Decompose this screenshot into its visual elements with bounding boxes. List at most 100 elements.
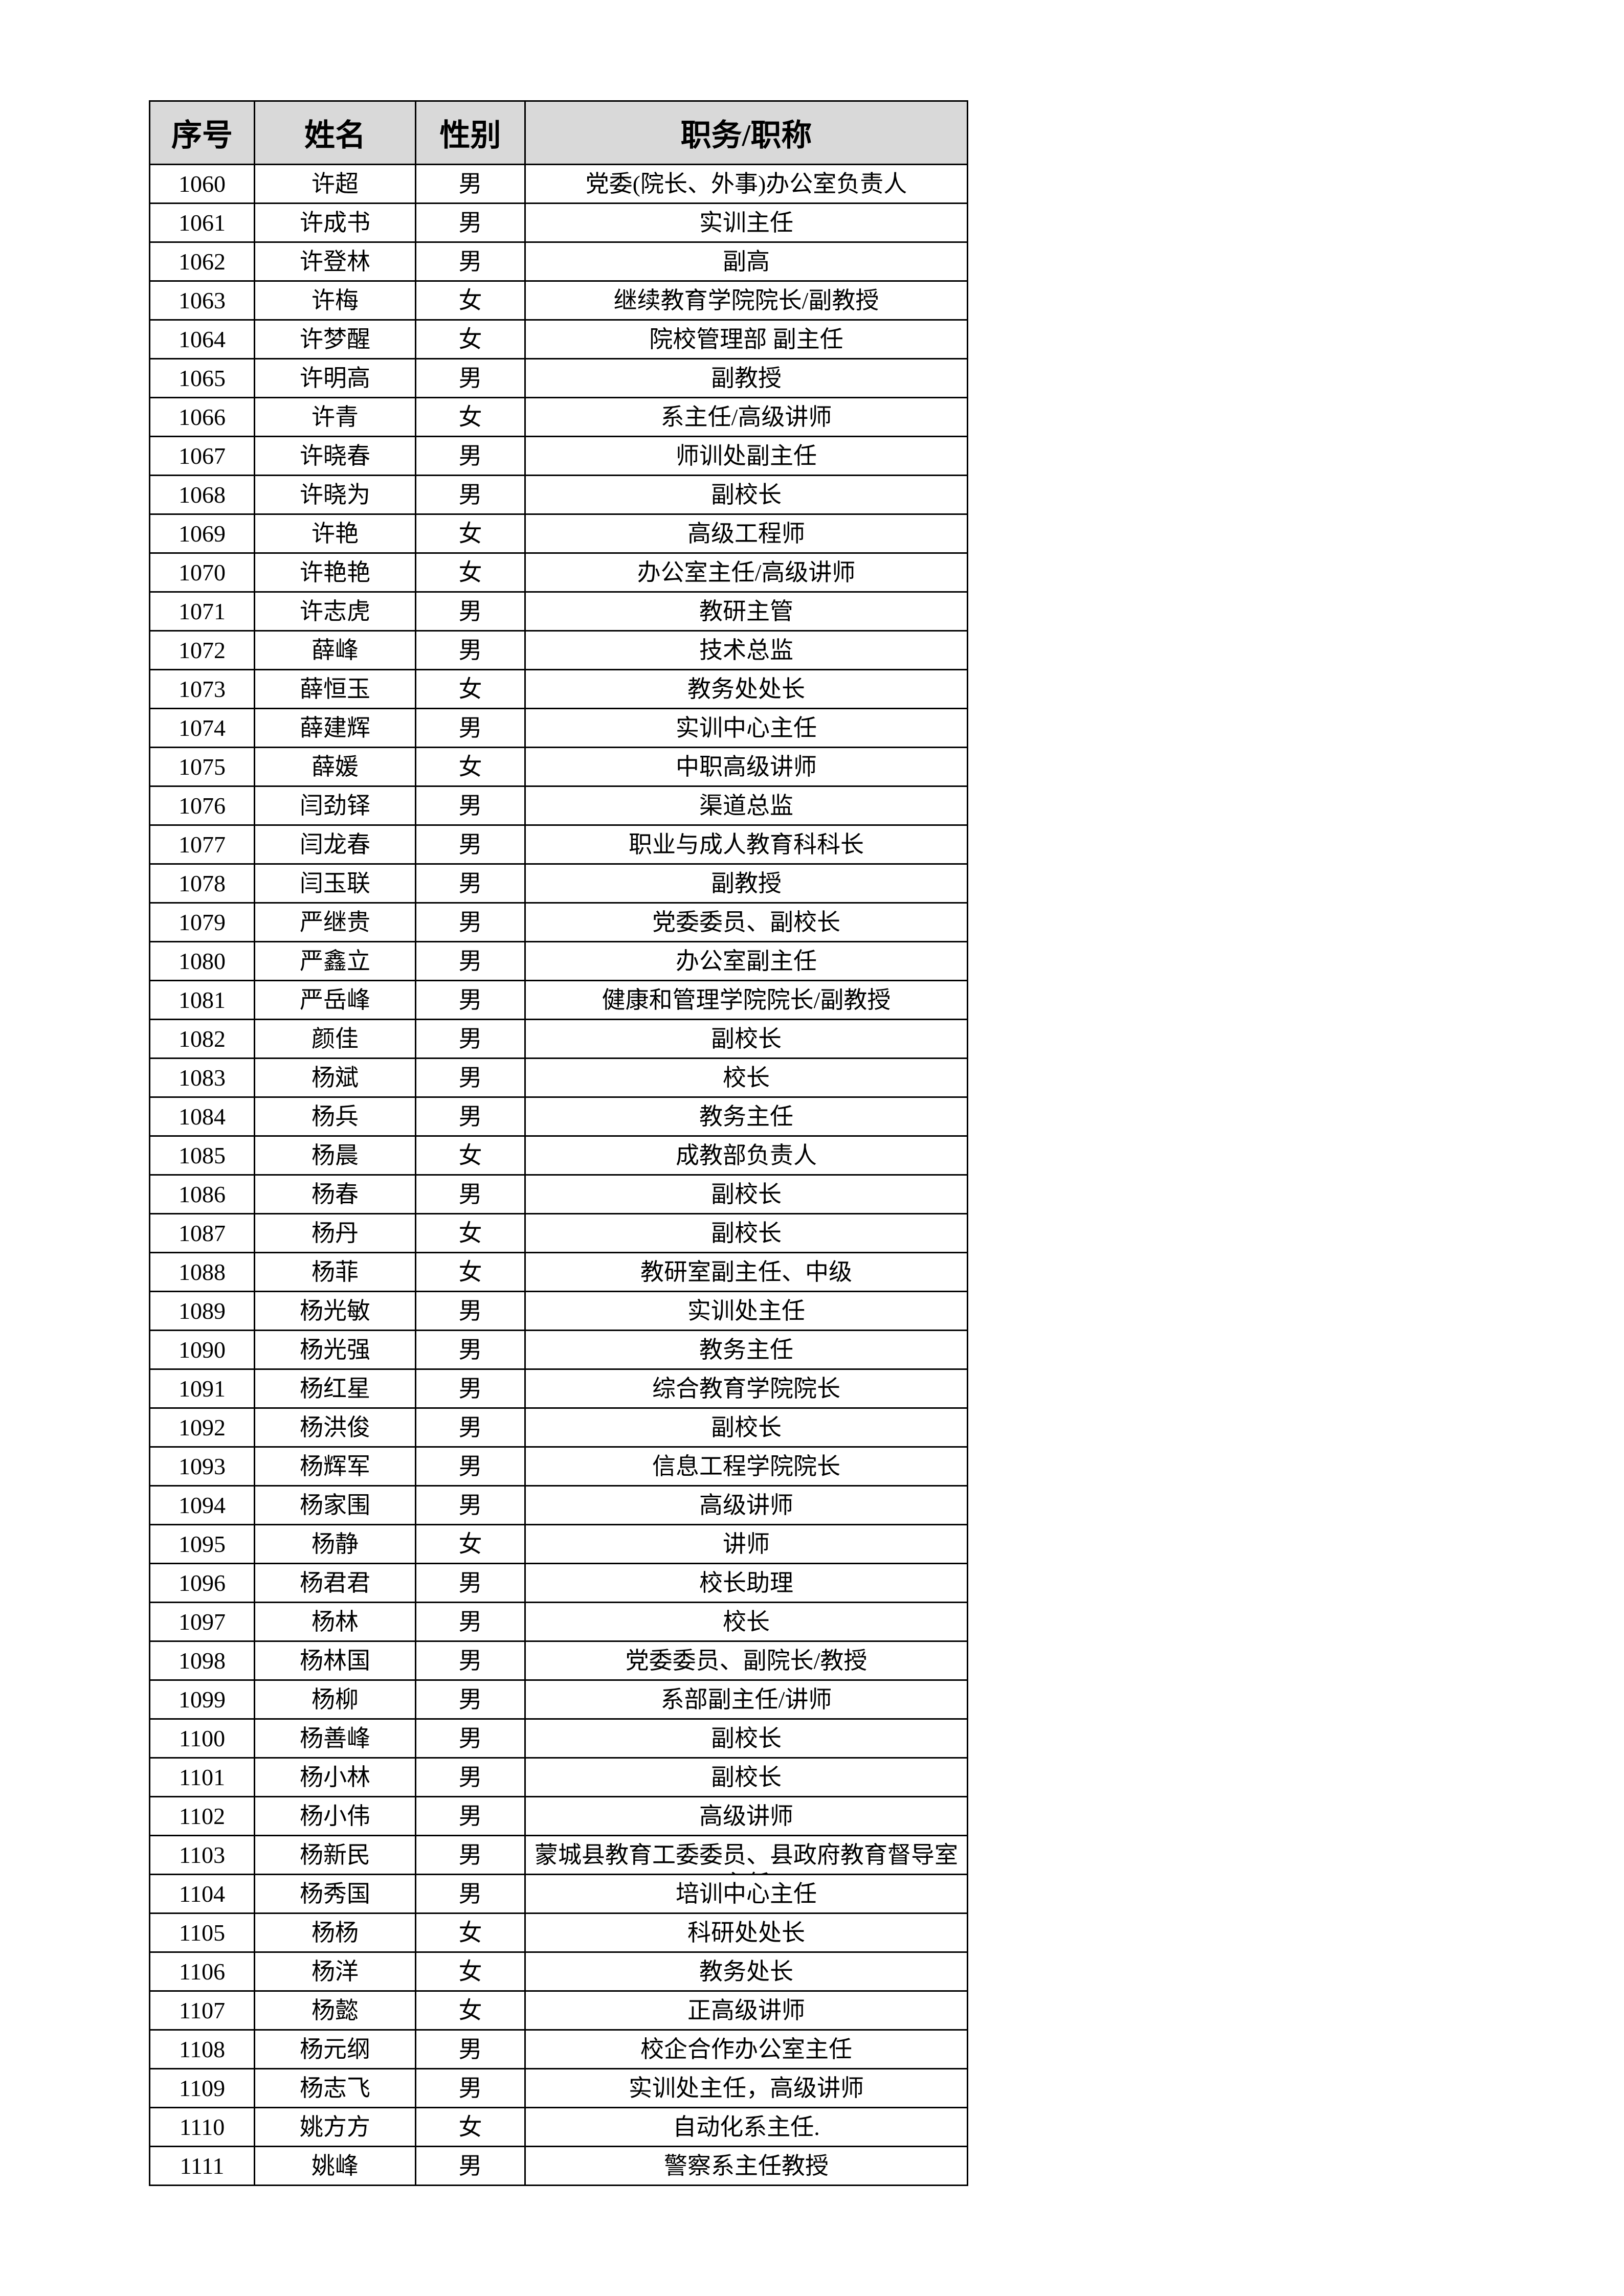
table-cell: 薛建辉 — [254, 708, 416, 748]
table-cell: 1070 — [149, 552, 255, 593]
cell-text: 1093 — [179, 1453, 226, 1479]
table-cell: 杨光敏 — [254, 1291, 416, 1331]
cell-text: 正高级讲师 — [687, 1997, 805, 2023]
table-cell: 1099 — [149, 1679, 255, 1720]
cell-text: 杨懿 — [312, 1997, 359, 2023]
cell-text: 杨洪俊 — [300, 1414, 370, 1440]
table-row: 1074 薛建辉 男 实训中心主任 — [149, 708, 968, 748]
header-cell: 性别 — [415, 100, 526, 165]
cell-text: 严继贵 — [300, 909, 370, 935]
cell-text: 女 — [458, 404, 482, 430]
cell-text: 男 — [458, 1686, 482, 1713]
cell-text: 男 — [458, 793, 482, 819]
cell-text: 杨君君 — [300, 1570, 370, 1596]
table-cell: 杨丹 — [254, 1213, 416, 1253]
table-cell: 综合教育学院院长 — [524, 1368, 968, 1409]
table-row: 1103 杨新民 男 蒙城县教育工委委员、县政府教育督导室主任 — [149, 1835, 968, 1875]
table-cell: 男 — [415, 1874, 526, 1914]
cell-text: 女 — [458, 1997, 482, 2023]
table-cell: 1079 — [149, 902, 255, 942]
table-row: 1102 杨小伟 男 高级讲师 — [149, 1796, 968, 1836]
cell-text: 许超 — [312, 171, 359, 197]
table-cell: 办公室主任/高级讲师 — [524, 552, 968, 593]
cell-text: 男 — [458, 909, 482, 935]
cell-text: 1098 — [179, 1648, 226, 1674]
table-cell: 1097 — [149, 1602, 255, 1642]
table-row: 1085 杨晨 女 成教部负责人 — [149, 1135, 968, 1176]
table-cell: 女 — [415, 319, 526, 359]
cell-text: 实训中心主任 — [676, 715, 817, 741]
table-row: 1087 杨丹 女 副校长 — [149, 1213, 968, 1253]
table-cell: 1072 — [149, 630, 255, 670]
cell-text: 杨林 — [312, 1609, 359, 1635]
table-cell: 许成书 — [254, 202, 416, 243]
table-cell: 男 — [415, 1291, 526, 1331]
table-cell: 1104 — [149, 1874, 255, 1914]
table-row: 1090 杨光强 男 教务主任 — [149, 1330, 968, 1370]
table-cell: 杨静 — [254, 1524, 416, 1564]
table-row: 1065 许明高 男 副教授 — [149, 358, 968, 398]
table-cell: 高级讲师 — [524, 1485, 968, 1525]
cell-text: 1063 — [179, 287, 226, 313]
table-cell: 男 — [415, 2146, 526, 2186]
table-cell: 1100 — [149, 1718, 255, 1759]
cell-text: 副教授 — [711, 870, 782, 896]
cell-text: 1090 — [179, 1337, 226, 1363]
table-cell: 信息工程学院院长 — [524, 1446, 968, 1487]
table-row: 1061 许成书 男 实训主任 — [149, 202, 968, 243]
table-cell: 1063 — [149, 280, 255, 321]
table-cell: 杨红星 — [254, 1368, 416, 1409]
table-cell: 男 — [415, 863, 526, 904]
table-row: 1067 许晓春 男 师训处副主任 — [149, 436, 968, 476]
table-cell: 男 — [415, 202, 526, 243]
cell-text: 杨元纲 — [300, 2036, 370, 2062]
table-cell: 男 — [415, 1446, 526, 1487]
cell-text: 杨晨 — [312, 1142, 359, 1168]
table-cell: 薛恒玉 — [254, 669, 416, 709]
table-row: 1066 许青 女 系主任/高级讲师 — [149, 397, 968, 437]
table-cell: 1071 — [149, 591, 255, 632]
table-cell: 1084 — [149, 1096, 255, 1137]
table-cell: 杨杨 — [254, 1912, 416, 1953]
cell-text: 1070 — [179, 559, 226, 586]
table-cell: 1107 — [149, 1990, 255, 2031]
table-cell: 男 — [415, 1057, 526, 1098]
cell-text: 信息工程学院院长 — [652, 1453, 840, 1479]
cell-text: 许明高 — [300, 365, 370, 391]
cell-text: 男 — [458, 1570, 482, 1596]
cell-text: 办公室副主任 — [676, 948, 817, 974]
table-cell: 男 — [415, 980, 526, 1020]
table-cell: 1086 — [149, 1174, 255, 1214]
table-cell: 男 — [415, 241, 526, 282]
cell-text: 1081 — [179, 987, 226, 1013]
table-cell: 1111 — [149, 2146, 255, 2186]
cell-text: 综合教育学院院长 — [652, 1376, 840, 1402]
table-cell: 姚峰 — [254, 2146, 416, 2186]
table-cell: 闫劲铎 — [254, 785, 416, 826]
table-cell: 1074 — [149, 708, 255, 748]
table-cell: 实训处主任，高级讲师 — [524, 2068, 968, 2108]
table-cell: 男 — [415, 941, 526, 981]
table-cell: 杨新民 — [254, 1835, 416, 1875]
table-cell: 许晓春 — [254, 436, 416, 476]
cell-text: 校长助理 — [699, 1570, 793, 1596]
table-cell: 1095 — [149, 1524, 255, 1564]
cell-text: 办公室主任/高级讲师 — [637, 559, 856, 586]
cell-text: 党委委员、副校长 — [652, 909, 840, 935]
cell-text: 杨秀国 — [300, 1881, 370, 1907]
table-cell: 副校长 — [524, 1174, 968, 1214]
cell-text: 1099 — [179, 1686, 226, 1713]
table-cell: 女 — [415, 280, 526, 321]
table-cell: 男 — [415, 475, 526, 515]
cell-text: 1061 — [179, 210, 226, 236]
table-cell: 1064 — [149, 319, 255, 359]
table-cell: 副校长 — [524, 1213, 968, 1253]
table-row: 1105 杨杨 女 科研处处长 — [149, 1912, 968, 1953]
table-cell: 女 — [415, 513, 526, 554]
table-cell: 男 — [415, 1640, 526, 1681]
cell-text: 杨春 — [312, 1181, 359, 1207]
cell-text: 男 — [458, 1881, 482, 1907]
table-cell: 职业与成人教育科科长 — [524, 824, 968, 865]
table-cell: 男 — [415, 2068, 526, 2108]
table-cell: 渠道总监 — [524, 785, 968, 826]
